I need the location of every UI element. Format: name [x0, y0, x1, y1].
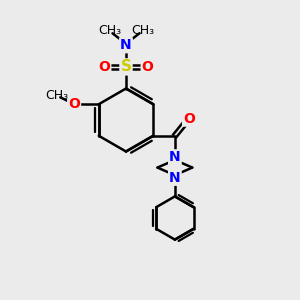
- Text: N: N: [169, 150, 181, 164]
- Text: O: O: [142, 60, 154, 74]
- Text: CH₃: CH₃: [45, 89, 68, 102]
- Text: CH₃: CH₃: [131, 24, 154, 37]
- Text: O: O: [68, 97, 80, 111]
- Text: N: N: [120, 38, 132, 52]
- Text: S: S: [121, 59, 131, 74]
- Text: CH₃: CH₃: [98, 24, 121, 37]
- Text: O: O: [183, 112, 195, 126]
- Text: O: O: [98, 60, 110, 74]
- Text: N: N: [169, 171, 181, 185]
